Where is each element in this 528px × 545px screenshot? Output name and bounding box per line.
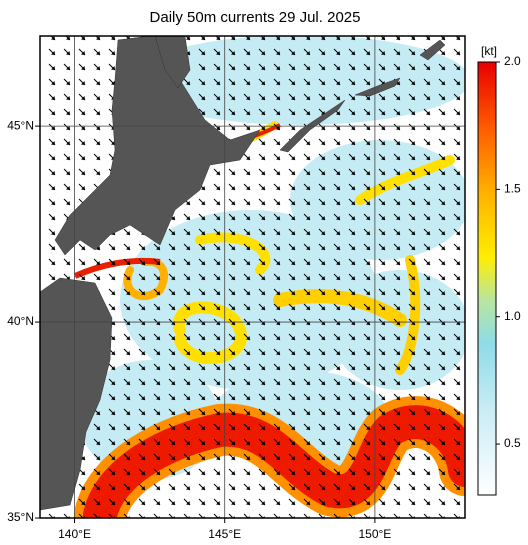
colorbar-tick-label: 2.0 [504, 54, 521, 68]
colorbar-tick-label: 1.5 [504, 182, 521, 196]
colorbar [477, 61, 497, 496]
y-tick-label: 40°N [7, 314, 34, 328]
y-tick-label: 35°N [7, 510, 34, 524]
map-area [40, 36, 465, 518]
x-tick-label: 140°E [58, 527, 91, 541]
y-tick-label: 45°N [7, 118, 34, 132]
map-frame [39, 35, 466, 519]
x-tick-label: 145°E [208, 527, 241, 541]
labels: 140°E 145°E 150°E 35°N 40°N 45°N 0.5 1.0 1.5 2.0 [7, 54, 521, 541]
colorbar-unit: [kt] [481, 44, 497, 58]
current-arrows [40, 36, 465, 518]
colorbar-tick-label: 0.5 [504, 436, 521, 450]
land [40, 36, 446, 511]
graticule [40, 36, 465, 518]
map-title: Daily 50m currents 29 Jul. 2025 [150, 9, 361, 26]
colorbar-tick-label: 1.0 [504, 309, 521, 323]
x-tick-label: 150°E [358, 527, 391, 541]
